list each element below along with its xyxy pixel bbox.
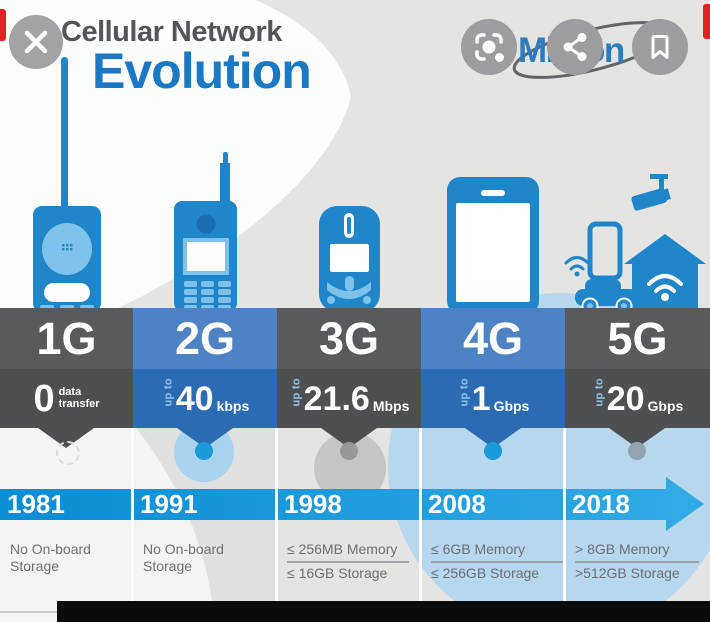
speed-value-2g: 40 — [175, 379, 214, 418]
column-separator — [563, 428, 566, 613]
timeline-bar — [0, 489, 668, 520]
storage-line: ≤ 6GB Memory — [431, 541, 526, 557]
notch-3g — [321, 428, 377, 448]
gen-banner-2g: 2G — [133, 308, 277, 369]
speed-cell-2g: up to 40 kbps — [133, 369, 277, 428]
storage-line: > 8GB Memory — [575, 541, 670, 557]
column-separator — [275, 428, 278, 613]
connected-car-icon — [564, 256, 638, 315]
notch-5g — [609, 428, 665, 448]
gen-label-3g: 3G — [318, 312, 380, 364]
storage-divider — [431, 561, 563, 563]
gen-banner-4g: 4G — [421, 308, 565, 369]
storage-line: ≤ 256MB Memory — [287, 541, 398, 557]
phone-2g-icon — [174, 152, 237, 311]
notch-1g — [38, 428, 94, 448]
storage-line: >512GB Storage — [575, 565, 680, 581]
storage-line: Storage — [143, 558, 193, 574]
share-button[interactable] — [547, 19, 603, 75]
speed-prefix-5g: up to — [593, 377, 606, 406]
speed-cell-4g: up to 1 Gbps — [421, 369, 565, 428]
speed-unit-3g: Mbps — [372, 397, 410, 414]
phone-1g-icon — [33, 57, 101, 313]
speed-value-1g: 0 — [33, 377, 55, 420]
notch-2g — [177, 428, 233, 448]
speed-prefix-2g: up to — [162, 377, 175, 406]
gen-banner-5g: 5G — [565, 308, 710, 369]
storage-line: No On-board — [10, 541, 91, 557]
speed-prefix-4g: up to — [458, 377, 471, 406]
speed-cell-3g: up to 21.6 Mbps — [277, 369, 421, 428]
lens-icon — [475, 33, 504, 62]
speed-value-5g: 20 — [606, 379, 645, 418]
gen-label-2g: 2G — [174, 312, 236, 364]
gen-label-1g: 1G — [36, 312, 97, 364]
column-separator — [131, 428, 134, 613]
timeline-dot-1g — [56, 441, 80, 465]
close-button[interactable] — [9, 15, 63, 69]
year-label-2g: 1991 — [140, 489, 198, 519]
cctv-camera-icon — [631, 174, 671, 211]
storage-line: No On-board — [143, 541, 224, 557]
year-label-1g: 1981 — [7, 489, 65, 519]
speed-cell-5g: up to 20 Gbps — [565, 369, 710, 428]
lens-button[interactable] — [461, 19, 517, 75]
speed-value-3g: 21.6 — [303, 379, 370, 418]
gen-label-4g: 4G — [462, 312, 524, 364]
black-bottom-bar — [57, 601, 710, 622]
storage-divider — [287, 561, 409, 563]
speed-unit-5g: Gbps — [647, 397, 684, 414]
storage-divider — [575, 561, 699, 563]
gen-label-5g: 5G — [607, 312, 668, 364]
storage-line: Storage — [10, 558, 60, 574]
speed-cell-1g: 0 data transfer — [0, 369, 133, 428]
phone-4g-icon — [447, 177, 539, 314]
speed-value-4g: 1 — [471, 379, 491, 418]
timeline-dot-5g — [628, 442, 646, 460]
timeline-dot-2g — [195, 442, 213, 460]
timeline-arrowhead — [666, 477, 704, 531]
speed-unit-2g: kbps — [216, 397, 250, 414]
speed-label-1g: data transfer — [58, 386, 100, 410]
page-title: Cellular Network — [61, 16, 282, 48]
storage-line: ≤ 256GB Storage — [431, 565, 540, 581]
timeline-dot-4g — [484, 442, 502, 460]
year-label-5g: 2018 — [572, 489, 630, 519]
year-label-4g: 2008 — [428, 489, 486, 519]
close-icon — [24, 30, 48, 54]
storage-cell-3g: ≤ 256MB Memory ≤ 16GB Storage — [287, 541, 409, 582]
phone-3g-icon — [319, 206, 380, 312]
storage-line: ≤ 16GB Storage — [287, 565, 388, 581]
red-corner-left — [0, 9, 6, 41]
column-separator — [419, 428, 422, 613]
page-subtitle: Evolution — [92, 43, 312, 99]
gen-banner-1g: 1G — [0, 308, 133, 369]
notch-4g — [465, 428, 521, 448]
storage-cell-5g: > 8GB Memory >512GB Storage — [575, 541, 699, 582]
share-icon — [563, 33, 587, 61]
storage-cell-4g: ≤ 6GB Memory ≤ 256GB Storage — [431, 541, 563, 582]
bookmark-icon — [651, 35, 669, 59]
red-corner-right — [703, 4, 710, 39]
timeline-dot-3g — [340, 442, 358, 460]
year-label-3g: 1998 — [284, 489, 342, 519]
smart-home-icon — [624, 234, 706, 308]
speed-prefix-3g: up to — [290, 377, 303, 406]
storage-cell-2g: No On-board Storage — [143, 541, 261, 575]
bookmark-button[interactable] — [632, 19, 688, 75]
speed-unit-4g: Gbps — [493, 397, 530, 414]
gen-banner-3g: 3G — [277, 308, 421, 369]
storage-cell-1g: No On-board Storage — [10, 541, 125, 575]
iot-5g-icon — [564, 174, 706, 315]
